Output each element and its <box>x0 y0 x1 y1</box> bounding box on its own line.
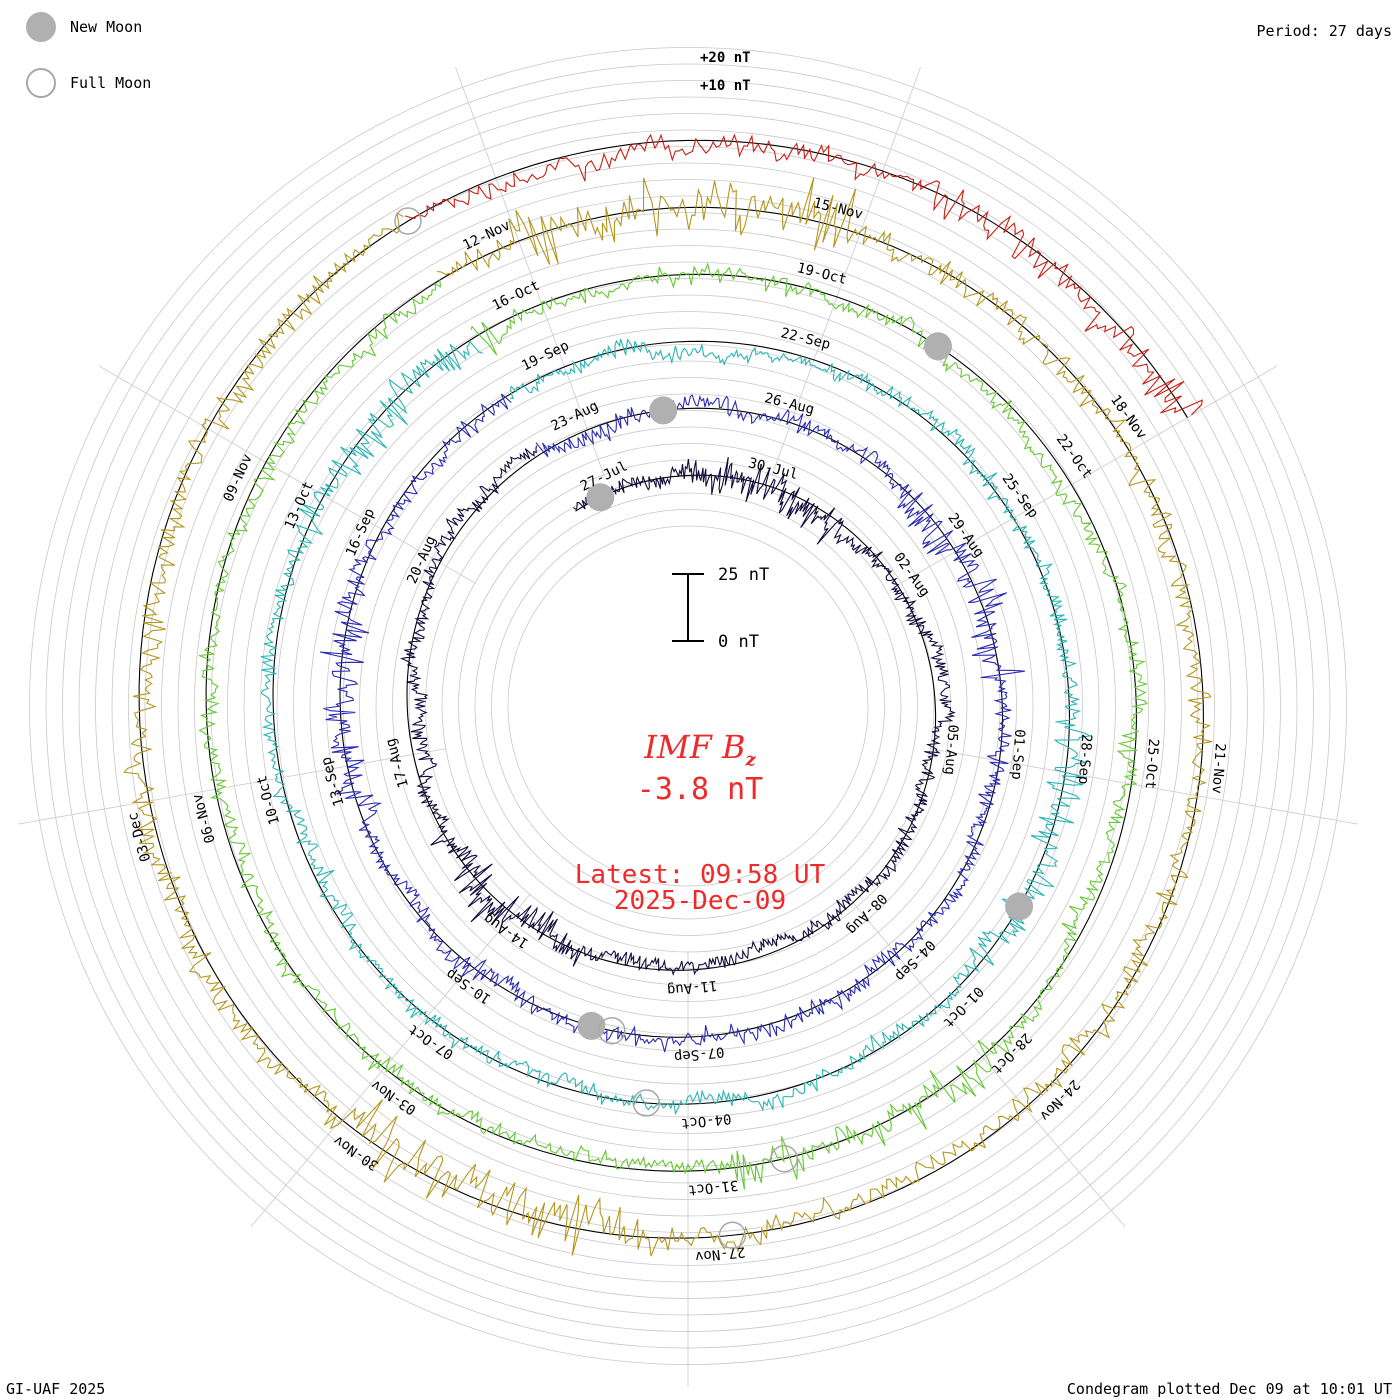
parameter-title: IMF Bz <box>450 728 950 770</box>
date-spoke <box>250 893 531 1228</box>
date-spoke <box>18 748 447 825</box>
date-tick-label: 21-Nov <box>1208 743 1227 795</box>
date-tick-label: 16-Oct <box>490 278 542 315</box>
ring-scale-label: +10 nT <box>700 78 751 94</box>
bz-trace-27-Jul <box>399 445 956 977</box>
ring-scale-labels: +20 nT +10 nT <box>700 50 751 94</box>
date-tick-label: 06-Nov <box>190 792 219 845</box>
moon-markers <box>394 207 1034 1250</box>
bz-trace-16-Oct <box>198 262 1149 1190</box>
bz-trace-12-Nov <box>123 177 1213 1257</box>
legend-full-moon: Full Moon <box>26 68 151 98</box>
grid-rings <box>29 47 1347 1365</box>
grid-ring <box>458 476 918 936</box>
date-tick-label: 19-Oct <box>795 260 848 288</box>
date-tick-label: 31-Oct <box>687 1177 739 1198</box>
full-moon-marker <box>598 1016 626 1045</box>
new-moon-marker <box>586 483 615 512</box>
full-moon-marker <box>718 1221 747 1250</box>
scale-bar-bottom-label: 0 nT <box>718 632 759 652</box>
grid-ring <box>507 525 869 887</box>
date-tick-label: 11-Aug <box>666 977 718 998</box>
date-tick-label: 28-Sep <box>1075 733 1094 785</box>
date-tick-label: 07-Sep <box>673 1043 725 1064</box>
date-tick-label: 27-Nov <box>694 1243 746 1264</box>
bz-trace-19-Sep <box>260 338 1092 1116</box>
legend-new-moon: New Moon <box>26 12 142 42</box>
latest-date: 2025-Dec-09 <box>613 886 787 916</box>
full-moon-marker <box>394 207 422 235</box>
date-tick-label: 19-Sep <box>519 338 571 375</box>
legend-full-moon-label: Full Moon <box>70 74 152 92</box>
baseline-spiral <box>138 139 1204 1239</box>
date-tick-label: 22-Oct <box>1053 432 1096 482</box>
full-moon-marker <box>632 1089 661 1117</box>
date-tick-label: 29-Aug <box>944 510 987 560</box>
date-tick-label: 25-Oct <box>1142 738 1161 790</box>
parameter-title-main: IMF B <box>644 728 746 766</box>
scale-bar-top-label: 25 nT <box>718 565 769 585</box>
full-moon-icon <box>26 68 56 98</box>
date-spoke <box>899 365 1278 584</box>
date-tick-label: 25-Sep <box>999 471 1042 521</box>
date-tick-label: 13-Sep <box>318 755 347 808</box>
new-moon-marker <box>1005 892 1034 921</box>
date-tick-label: 01-Sep <box>1008 729 1027 781</box>
period-label: Period: 27 days <box>1256 22 1392 40</box>
bz-trace-23-Aug <box>319 393 1025 1053</box>
date-tick-label: 05-Aug <box>941 724 960 776</box>
legend-new-moon-label: New Moon <box>70 18 143 36</box>
full-moon-marker <box>770 1144 798 1173</box>
ring-scale-label: +20 nT <box>700 50 751 66</box>
grid-ring <box>474 492 902 920</box>
credit-label: GI-UAF 2025 <box>6 1380 106 1398</box>
date-tick-label: 23-Aug <box>549 398 601 435</box>
date-spoke <box>771 66 921 476</box>
date-tick-label: 04-Oct <box>680 1110 732 1131</box>
bz-trace-09-Dec <box>404 133 1203 416</box>
current-value: -3.8 nT <box>636 772 764 807</box>
latest-time: Latest: 09:58 UT <box>574 860 826 890</box>
date-tick-label: 17-Aug <box>383 736 412 789</box>
new-moon-marker <box>577 1011 606 1040</box>
date-tick-label: 13-Oct <box>282 479 317 532</box>
scale-bar: 25 nT 0 nT <box>672 565 769 652</box>
new-moon-marker <box>649 396 678 425</box>
new-moon-icon <box>26 12 56 42</box>
date-tick-label: 18-Nov <box>1107 392 1150 442</box>
date-tick-label: 01-Oct <box>940 983 987 1030</box>
date-tick-label: 30-Nov <box>331 1132 382 1174</box>
date-tick-label: 03-Dec <box>125 810 154 863</box>
baseline-spiral-path <box>138 139 1204 1239</box>
bz-traces <box>123 133 1213 1257</box>
new-moon-marker <box>924 332 952 361</box>
date-tick-label: 16-Sep <box>343 506 378 559</box>
grid-ring <box>359 377 1017 1035</box>
parameter-title-sub: z <box>745 749 756 771</box>
plotted-timestamp: Condegram plotted Dec 09 at 10:01 UT <box>1066 1380 1392 1398</box>
date-spoke <box>845 893 1126 1228</box>
date-spoke <box>98 365 477 584</box>
date-tick-label: 30-Jul <box>747 455 800 483</box>
date-spoke <box>455 66 605 476</box>
grid-ring <box>491 509 885 903</box>
